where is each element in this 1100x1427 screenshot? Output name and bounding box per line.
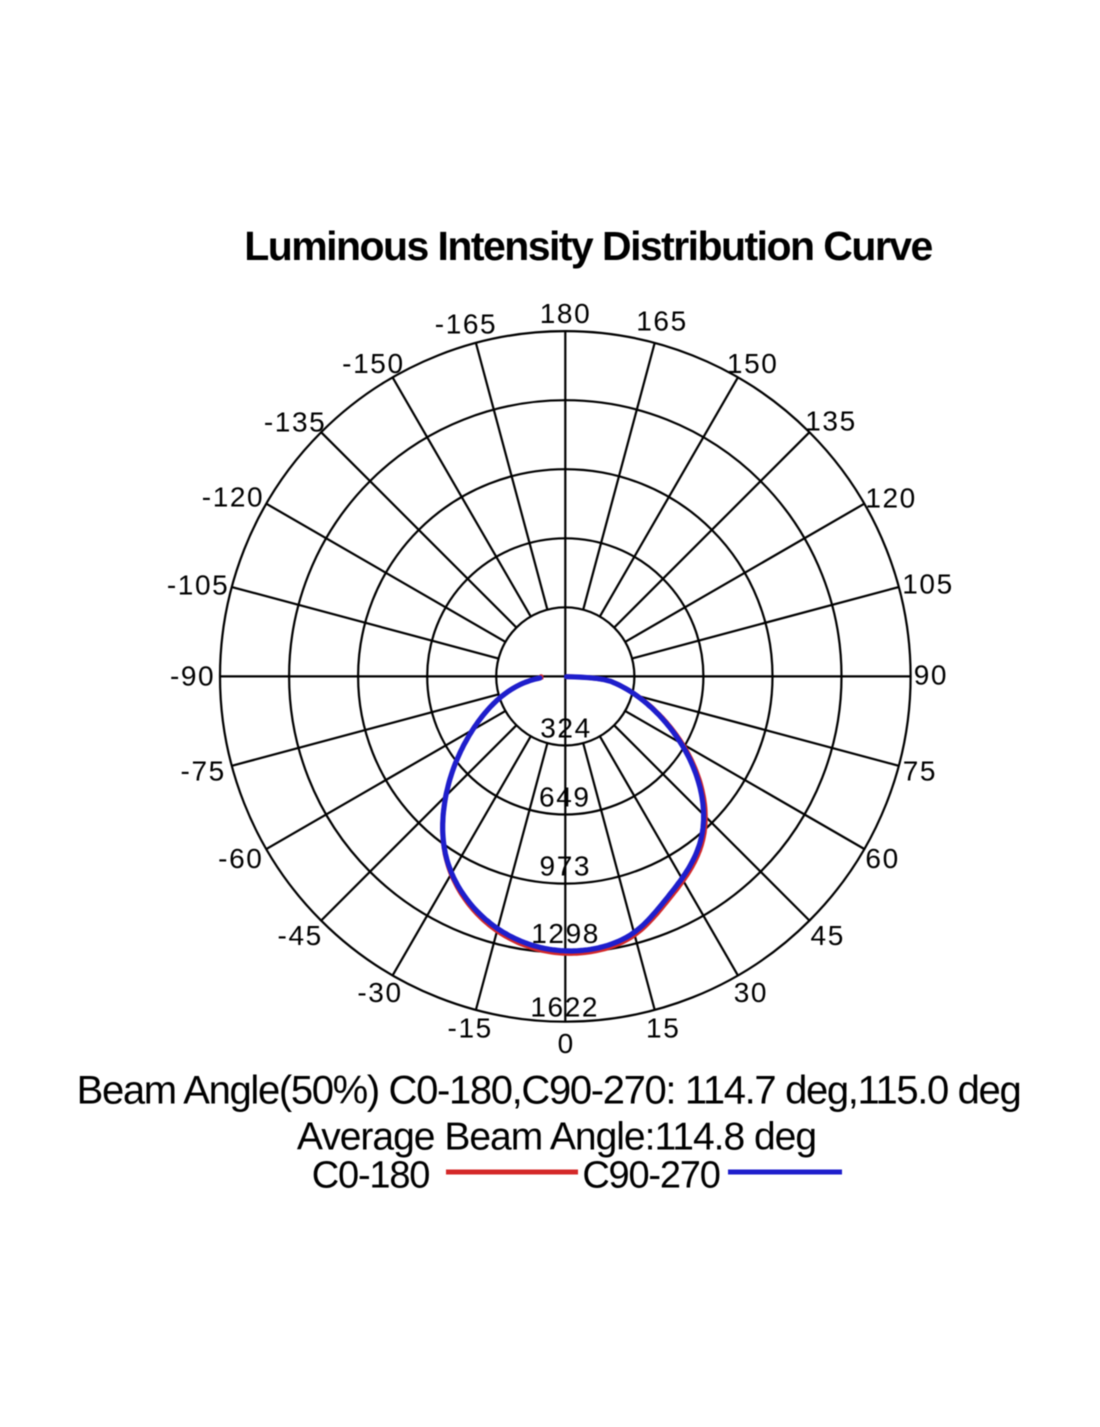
svg-text:-30: -30 [357, 977, 402, 1008]
svg-text:Average Beam Angle:114.8 deg: Average Beam Angle:114.8 deg [297, 1116, 816, 1159]
svg-text:150: 150 [727, 348, 779, 379]
svg-text:324: 324 [540, 713, 592, 744]
svg-text:C0-180: C0-180 [312, 1154, 429, 1196]
svg-text:-60: -60 [218, 843, 263, 874]
svg-text:180: 180 [540, 298, 592, 329]
svg-text:-15: -15 [448, 1012, 493, 1043]
svg-text:Beam Angle(50%) C0-180,C90-270: Beam Angle(50%) C0-180,C90-270: 114.7 de… [77, 1068, 1021, 1112]
svg-text:-165: -165 [435, 309, 497, 340]
svg-text:-105: -105 [167, 570, 229, 601]
svg-text:-150: -150 [342, 348, 404, 379]
svg-text:1622: 1622 [530, 992, 599, 1023]
svg-text:120: 120 [865, 482, 917, 513]
svg-text:135: 135 [805, 406, 857, 437]
svg-text:C90-270: C90-270 [582, 1154, 719, 1196]
svg-text:649: 649 [539, 782, 591, 813]
svg-text:45: 45 [811, 920, 845, 951]
svg-text:-120: -120 [202, 482, 264, 513]
svg-text:75: 75 [903, 756, 937, 787]
svg-text:30: 30 [734, 977, 768, 1008]
svg-text:0: 0 [558, 1028, 575, 1059]
svg-text:90: 90 [914, 660, 948, 691]
svg-text:1298: 1298 [531, 918, 600, 949]
svg-text:-45: -45 [278, 920, 323, 951]
svg-text:165: 165 [636, 306, 688, 337]
svg-text:-90: -90 [170, 661, 215, 692]
svg-text:-75: -75 [181, 755, 226, 786]
svg-text:Luminous Intensity Distributio: Luminous Intensity Distribution Curve [244, 223, 932, 269]
svg-text:60: 60 [865, 843, 899, 874]
svg-text:973: 973 [540, 851, 592, 882]
svg-text:105: 105 [902, 569, 954, 600]
svg-text:-135: -135 [264, 406, 326, 437]
svg-text:15: 15 [646, 1012, 680, 1043]
